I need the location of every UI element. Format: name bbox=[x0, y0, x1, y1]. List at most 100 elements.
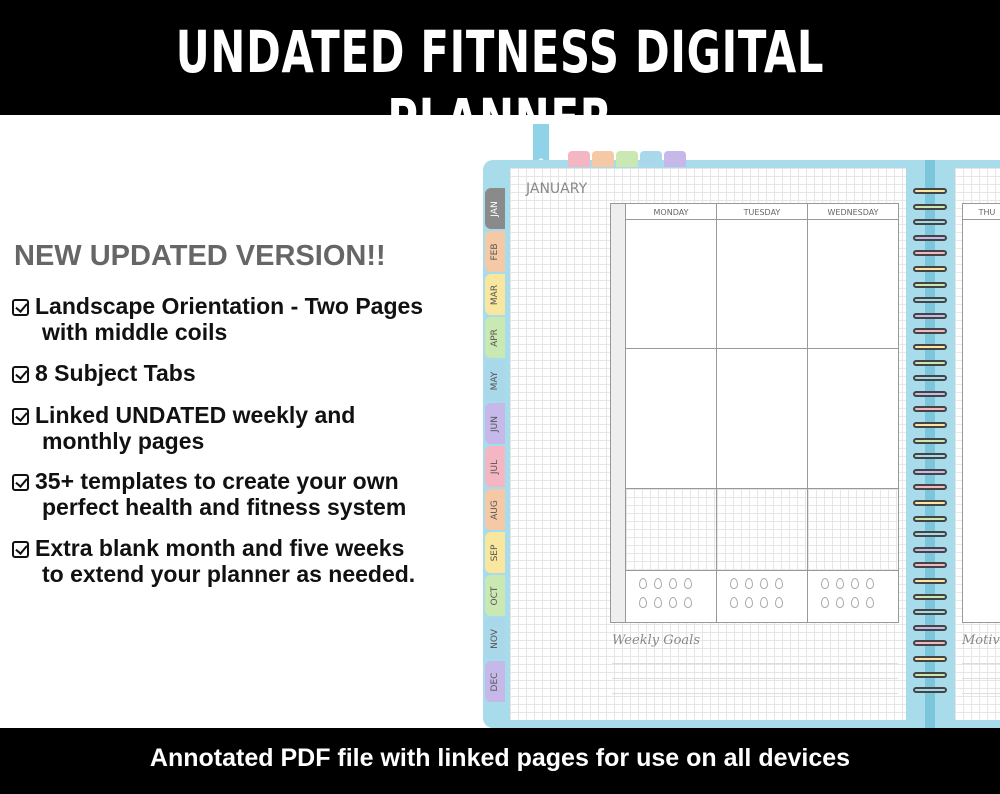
coil bbox=[913, 297, 947, 304]
coil bbox=[913, 640, 947, 647]
icon-tab bbox=[592, 151, 614, 167]
water-drop bbox=[730, 578, 738, 589]
day-cell bbox=[716, 488, 808, 571]
water-drop bbox=[775, 578, 783, 589]
day-cell bbox=[716, 219, 808, 349]
day-cell bbox=[962, 219, 1000, 623]
goal-line bbox=[962, 693, 1000, 694]
tab-text: DEC bbox=[490, 672, 500, 691]
water-drop bbox=[684, 578, 692, 589]
day-cell bbox=[625, 488, 717, 571]
month-tab: MAR bbox=[485, 274, 505, 315]
title: UNDATED FITNESS DIGITAL PLANNER bbox=[175, 18, 825, 154]
feature-line: Extra blank month and five weeks bbox=[12, 535, 415, 561]
coil bbox=[913, 484, 947, 491]
day-cell bbox=[716, 348, 808, 489]
icon-tab bbox=[664, 151, 686, 167]
feature-item: Extra blank month and five weeks to exten… bbox=[12, 535, 415, 587]
coil bbox=[913, 546, 947, 553]
tab-text: FEB bbox=[490, 242, 500, 261]
month-tab: FEB bbox=[485, 231, 505, 272]
coil bbox=[913, 687, 947, 694]
coil bbox=[913, 671, 947, 678]
feature-text: 8 Subject Tabs bbox=[35, 360, 196, 386]
water-drop bbox=[639, 578, 647, 589]
feature-line: 8 Subject Tabs bbox=[12, 360, 196, 386]
goal-line bbox=[962, 663, 1000, 664]
water-drop bbox=[851, 597, 859, 608]
water-drop bbox=[775, 597, 783, 608]
feature-line: Landscape Orientation - Two Pages bbox=[12, 293, 423, 319]
coil bbox=[913, 468, 947, 475]
feature-text: Linked UNDATED weekly and bbox=[35, 402, 356, 428]
coil bbox=[913, 375, 947, 382]
goals-label: Weekly Goals bbox=[612, 633, 700, 648]
water-drop bbox=[745, 578, 753, 589]
coil bbox=[913, 515, 947, 522]
water-drop bbox=[760, 578, 768, 589]
feature-text: to extend your planner as needed. bbox=[42, 561, 416, 587]
month-tab: JAN bbox=[485, 188, 505, 229]
feature-text: perfect health and fitness system bbox=[42, 494, 407, 520]
right-label: Motiva bbox=[962, 633, 1000, 648]
tab-text: AUG bbox=[490, 499, 500, 520]
feature-item: Linked UNDATED weekly and monthly pages bbox=[12, 402, 355, 454]
day-cell bbox=[807, 219, 899, 349]
feature-line: to extend your planner as needed. bbox=[12, 561, 415, 587]
tab-text: APR bbox=[490, 328, 500, 347]
coil bbox=[913, 453, 947, 460]
footer-bar bbox=[0, 728, 1000, 794]
feature-line: 35+ templates to create your own bbox=[12, 468, 406, 494]
coil bbox=[913, 250, 947, 257]
goal-line bbox=[612, 663, 898, 664]
feature-line: with middle coils bbox=[12, 319, 423, 345]
water-drop bbox=[866, 578, 874, 589]
month-label: JANUARY bbox=[526, 181, 588, 197]
checkbox bbox=[12, 541, 29, 558]
water-drop bbox=[669, 597, 677, 608]
day-header: TUESDAY bbox=[716, 203, 808, 220]
water-drop bbox=[851, 578, 859, 589]
coil bbox=[913, 390, 947, 397]
feature-line: monthly pages bbox=[12, 428, 355, 454]
month-tab: JUL bbox=[485, 446, 505, 487]
coil bbox=[913, 312, 947, 319]
coil bbox=[913, 422, 947, 428]
coil bbox=[913, 578, 947, 584]
bookmark bbox=[533, 124, 549, 164]
month-tab: MAY bbox=[485, 360, 505, 401]
goal-line bbox=[612, 678, 898, 679]
water-drop bbox=[669, 578, 677, 589]
coil bbox=[913, 656, 947, 662]
water-drop bbox=[654, 597, 662, 608]
month-tab: NOV bbox=[485, 618, 505, 659]
day-cell bbox=[625, 348, 717, 489]
coil bbox=[913, 406, 947, 413]
water-drop bbox=[836, 578, 844, 589]
water-drop bbox=[821, 597, 829, 608]
day-header: THU bbox=[962, 203, 1000, 220]
coil bbox=[913, 266, 947, 272]
tab-text: NOV bbox=[490, 628, 500, 649]
feature-text: with middle coils bbox=[42, 319, 228, 345]
checkbox bbox=[12, 474, 29, 491]
spine bbox=[925, 160, 935, 728]
month-tab: SEP bbox=[485, 532, 505, 573]
water-drop bbox=[654, 578, 662, 589]
day-cell bbox=[625, 219, 717, 349]
feature-text: 35+ templates to create your own bbox=[35, 468, 399, 494]
icon-tab bbox=[616, 151, 638, 167]
coil bbox=[913, 344, 947, 350]
coil bbox=[913, 500, 947, 506]
water-drop bbox=[745, 597, 753, 608]
footer-text: Annotated PDF file with linked pages for… bbox=[149, 744, 851, 772]
water-drop bbox=[760, 597, 768, 608]
water-drop bbox=[639, 597, 647, 608]
month-tab: JUN bbox=[485, 403, 505, 444]
water-drop bbox=[730, 597, 738, 608]
day-cell bbox=[807, 488, 899, 571]
coil bbox=[913, 562, 947, 569]
day-header: WEDNESDAY bbox=[807, 203, 899, 220]
header-bar bbox=[0, 0, 1000, 115]
tab-text: JUN bbox=[490, 415, 500, 432]
